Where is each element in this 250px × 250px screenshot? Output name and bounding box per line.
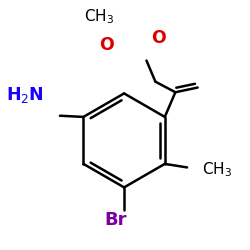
Text: CH$_3$: CH$_3$: [202, 160, 232, 179]
Text: CH$_3$: CH$_3$: [84, 8, 114, 26]
Text: O: O: [99, 36, 114, 54]
Text: Br: Br: [105, 211, 127, 229]
Text: O: O: [151, 29, 166, 47]
Text: H$_2$N: H$_2$N: [6, 84, 44, 104]
